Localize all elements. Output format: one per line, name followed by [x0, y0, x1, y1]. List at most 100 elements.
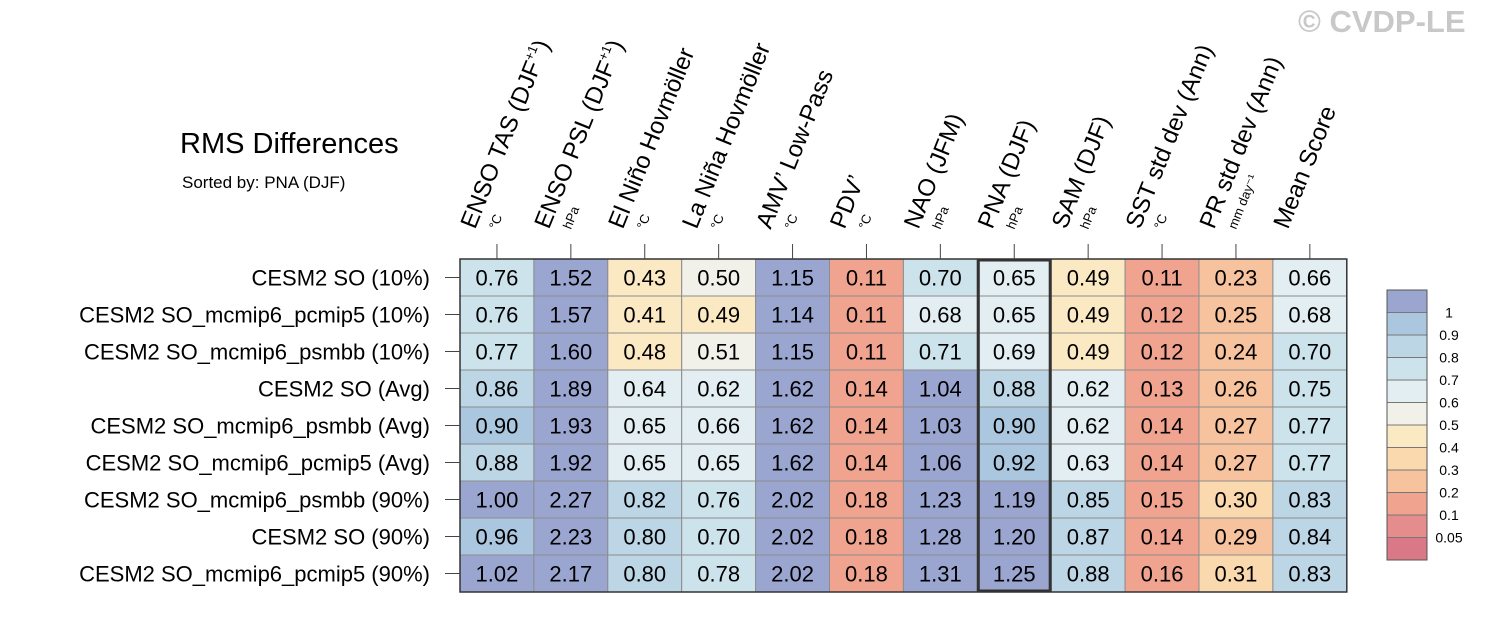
heatmap-cell [1198, 369, 1274, 408]
colorbar-label: 0.5 [1439, 417, 1459, 433]
cell-value: 0.50 [697, 266, 740, 291]
cell-value: 2.02 [771, 562, 814, 587]
row-label: CESM2 SO (90%) [252, 525, 431, 550]
colorbar-swatch [1386, 537, 1428, 561]
colorbar-border [1386, 289, 1428, 561]
cell-value: 1.28 [919, 525, 962, 550]
cell-value: 1.23 [919, 488, 962, 513]
heatmap-cell [1198, 443, 1274, 482]
colorbar-swatch [1386, 492, 1428, 516]
colorbar-swatch [1386, 357, 1428, 381]
heatmap-cell [902, 443, 978, 482]
heatmap-cell [755, 517, 830, 556]
cell-value: 0.82 [623, 488, 666, 513]
heatmap-cell [533, 369, 609, 408]
cell-value: 0.14 [845, 451, 888, 476]
cell-value: 0.14 [845, 377, 888, 402]
heatmap-cell [607, 554, 683, 593]
cell-value: 0.11 [846, 303, 887, 328]
cell-value: 0.14 [845, 414, 888, 439]
cell-value: 0.65 [623, 414, 666, 439]
cell-value: 0.87 [1067, 525, 1110, 550]
heatmap-cell [755, 443, 830, 482]
cell-value: 0.14 [1141, 451, 1184, 476]
cell-value: 0.23 [1215, 266, 1258, 291]
heatmap-cell [681, 332, 757, 371]
heatmap-cell [533, 258, 609, 297]
cell-value: 0.76 [697, 488, 740, 513]
column-unit: °C [634, 212, 653, 231]
row-label: CESM2 SO_mcmip6_pcmip5 (10%) [79, 303, 430, 328]
cell-value: 0.11 [1141, 266, 1182, 291]
heatmap-cell [829, 295, 904, 334]
cell-value: 1.04 [919, 377, 962, 402]
watermark: © CVDP-LE [1298, 4, 1466, 39]
cell-value: 0.88 [1067, 562, 1110, 587]
cell-value: 0.12 [1141, 340, 1184, 365]
heatmap-cell [459, 332, 535, 371]
cell-value: 0.14 [1141, 525, 1184, 550]
colorbar-label: 0.3 [1439, 462, 1459, 478]
column-unit: °C [781, 212, 800, 231]
cell-value: 0.62 [697, 377, 740, 402]
heatmap-cell [829, 369, 904, 408]
cell-value: 0.12 [1141, 303, 1184, 328]
cell-value: 0.11 [846, 340, 887, 365]
colorbar-swatch [1386, 514, 1428, 538]
cell-value: 0.24 [1215, 340, 1258, 365]
heatmap-cell [755, 295, 830, 334]
cell-value: 0.43 [623, 266, 666, 291]
colorbar-swatch [1386, 447, 1428, 471]
cell-value: 0.70 [919, 266, 962, 291]
heatmap-cell [1124, 554, 1200, 593]
heatmap-cell [1272, 554, 1348, 593]
heatmap-cell [1124, 369, 1200, 408]
cell-value: 0.51 [697, 340, 740, 365]
cell-value: 1.06 [919, 451, 962, 476]
cell-value: 0.88 [993, 377, 1036, 402]
cell-value: 0.77 [1288, 451, 1331, 476]
cell-value: 1.19 [993, 488, 1036, 513]
cell-value: 0.18 [845, 525, 888, 550]
colorbar-swatch [1386, 289, 1428, 313]
heatmap-cell [1272, 517, 1348, 556]
cell-value: 0.69 [993, 340, 1036, 365]
cell-value: 0.26 [1215, 377, 1258, 402]
heatmap-cell [829, 554, 904, 593]
cell-value: 0.90 [993, 414, 1036, 439]
heatmap-cell [1198, 480, 1274, 519]
cell-value: 1.15 [771, 340, 814, 365]
cell-value: 0.49 [1067, 303, 1110, 328]
cell-value: 0.63 [1067, 451, 1110, 476]
cell-value: 1.92 [549, 451, 592, 476]
colorbar-label: 0.2 [1439, 485, 1459, 501]
heatmap-cell [681, 480, 757, 519]
heatmap-cell [459, 554, 535, 593]
cell-value: 0.90 [476, 414, 519, 439]
colorbar-label: 0.4 [1439, 440, 1459, 456]
cell-value: 0.41 [623, 303, 666, 328]
heatmap-cell [755, 369, 830, 408]
cell-value: 0.18 [845, 488, 888, 513]
heatmap-cell [1198, 554, 1274, 593]
cell-value: 1.15 [771, 266, 814, 291]
row-label: CESM2 SO (Avg) [258, 377, 430, 402]
cell-value: 0.25 [1215, 303, 1258, 328]
cell-value: 0.29 [1215, 525, 1258, 550]
cell-value: 0.14 [1141, 414, 1184, 439]
heatmap-cell [1272, 480, 1348, 519]
cell-value: 1.20 [993, 525, 1036, 550]
column-label: AMV’ Low-Pass [751, 66, 839, 232]
cell-value: 0.77 [1288, 414, 1331, 439]
cell-value: 0.76 [476, 266, 519, 291]
cell-value: 0.75 [1288, 377, 1331, 402]
cell-value: 0.65 [623, 451, 666, 476]
heatmap-cell [1198, 258, 1274, 297]
cell-value: 0.68 [1288, 303, 1331, 328]
cell-value: 0.65 [993, 266, 1036, 291]
row-label: CESM2 SO_mcmip6_pcmip5 (Avg) [86, 451, 430, 476]
colorbar-label: 0.1 [1439, 507, 1459, 523]
column-label-superscript: +1 [521, 43, 540, 62]
cell-value: 0.66 [697, 414, 740, 439]
heatmap-cell [681, 406, 757, 445]
